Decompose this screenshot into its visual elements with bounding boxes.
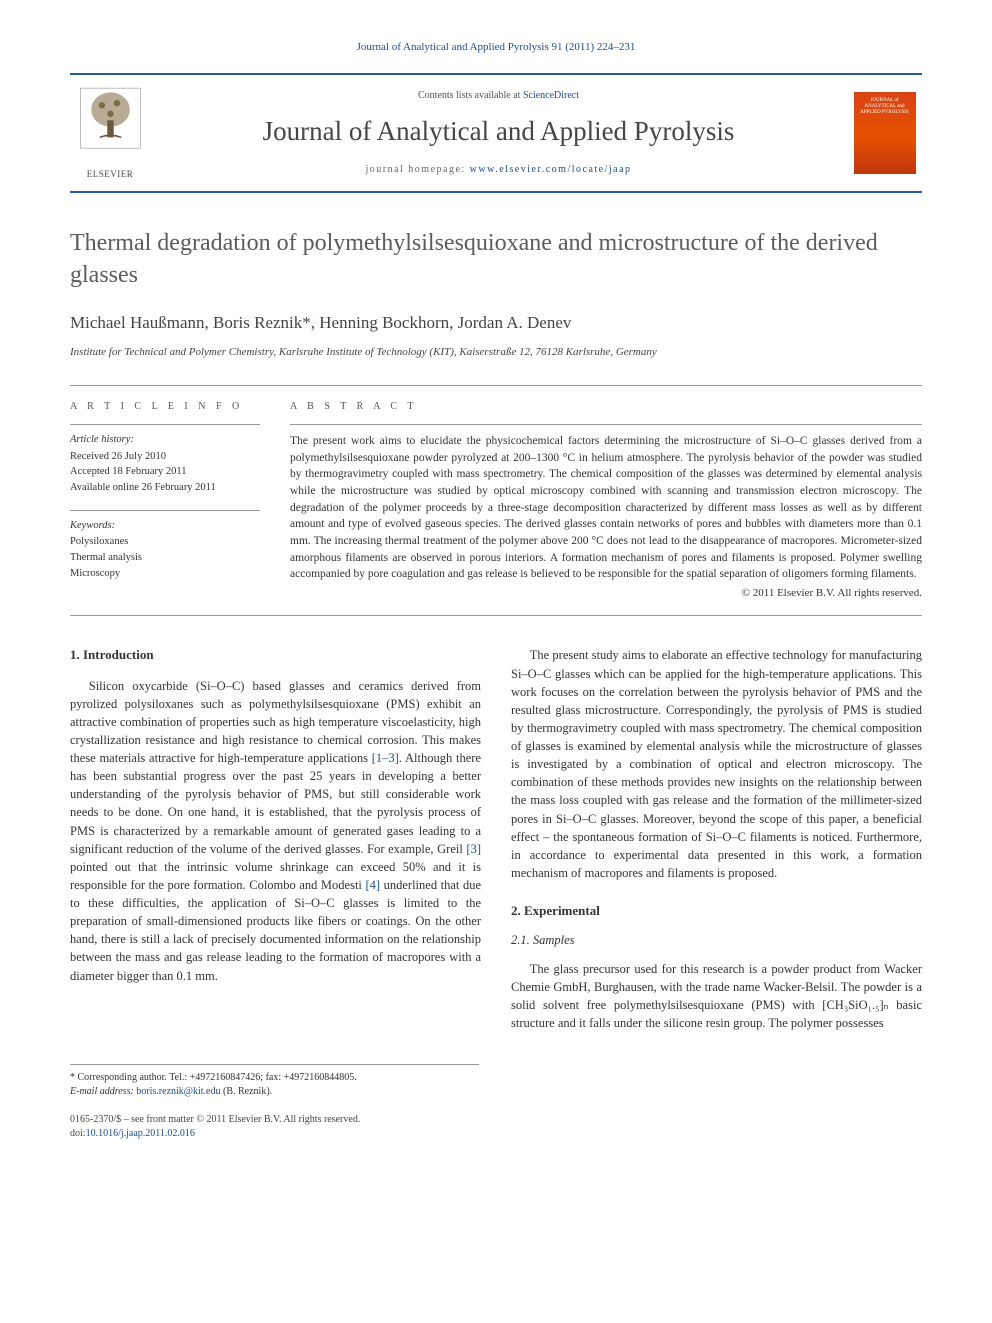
subsection-heading-samples: 2.1. Samples	[511, 932, 922, 950]
corresponding-author-footnote: * Corresponding author. Tel.: +497216084…	[70, 1064, 479, 1099]
keyword-item: Microscopy	[70, 567, 260, 582]
history-heading: Article history:	[70, 433, 260, 448]
article-history-block: Article history: Received 26 July 2010 A…	[70, 424, 260, 496]
keywords-block: Keywords: Polysiloxanes Thermal analysis…	[70, 510, 260, 582]
abstract-label: A B S T R A C T	[290, 400, 922, 414]
intro-paragraph-1: Silicon oxycarbide (Si–O–C) based glasse…	[70, 677, 481, 985]
homepage-line: journal homepage: www.elsevier.com/locat…	[365, 163, 631, 177]
keyword-item: Polysiloxanes	[70, 535, 260, 550]
intro-paragraph-2: The present study aims to elaborate an e…	[511, 646, 922, 882]
doi-link[interactable]: 10.1016/j.jaap.2011.02.016	[86, 1128, 195, 1139]
email-suffix: (B. Reznik).	[221, 1086, 273, 1097]
footer-block: 0165-2370/$ – see front matter © 2011 El…	[70, 1113, 922, 1141]
keywords-heading: Keywords:	[70, 519, 260, 534]
doi-prefix: doi:	[70, 1128, 86, 1139]
journal-name: Journal of Analytical and Applied Pyroly…	[263, 113, 735, 151]
samples-paragraph-1: The glass precursor used for this resear…	[511, 960, 922, 1033]
citation-link[interactable]: [3]	[466, 842, 481, 856]
body-two-column: 1. Introduction Silicon oxycarbide (Si–O…	[70, 646, 922, 1034]
online-line: Available online 26 February 2011	[70, 481, 260, 496]
article-info-label: A R T I C L E I N F O	[70, 400, 260, 414]
journal-reference: Journal of Analytical and Applied Pyroly…	[70, 40, 922, 55]
citation-link[interactable]: [4]	[365, 878, 380, 892]
abstract-text: The present work aims to elucidate the p…	[290, 424, 922, 583]
abstract-copyright: © 2011 Elsevier B.V. All rights reserved…	[290, 586, 922, 601]
authors-line: Michael Haußmann, Boris Reznik*, Henning…	[70, 311, 922, 335]
article-title: Thermal degradation of polymethylsilsesq…	[70, 228, 922, 290]
left-column: 1. Introduction Silicon oxycarbide (Si–O…	[70, 646, 481, 1034]
elsevier-logo: ELSEVIER	[70, 75, 150, 191]
accepted-line: Accepted 18 February 2011	[70, 465, 260, 480]
journal-cover-thumbnail: JOURNAL of ANALYTICAL and APPLIED PYROLY…	[847, 75, 922, 191]
elsevier-tree-icon	[78, 86, 143, 161]
cover-image: JOURNAL of ANALYTICAL and APPLIED PYROLY…	[854, 92, 916, 174]
front-matter-line: 0165-2370/$ – see front matter © 2011 El…	[70, 1113, 922, 1127]
doi-line: doi:10.1016/j.jaap.2011.02.016	[70, 1127, 922, 1141]
journal-header: ELSEVIER Contents lists available at Sci…	[70, 73, 922, 193]
section-heading-intro: 1. Introduction	[70, 646, 481, 664]
email-line: E-mail address: boris.reznik@kit.edu (B.…	[70, 1085, 479, 1099]
affiliation: Institute for Technical and Polymer Chem…	[70, 345, 922, 360]
article-info-column: A R T I C L E I N F O Article history: R…	[70, 400, 260, 601]
right-column: The present study aims to elaborate an e…	[511, 646, 922, 1034]
email-label: E-mail address:	[70, 1086, 136, 1097]
text-run: underlined that due to these difficultie…	[70, 878, 481, 983]
info-abstract-row: A R T I C L E I N F O Article history: R…	[70, 400, 922, 601]
keyword-item: Thermal analysis	[70, 551, 260, 566]
homepage-link[interactable]: www.elsevier.com/locate/jaap	[470, 164, 632, 175]
contents-available-line: Contents lists available at ScienceDirec…	[418, 89, 579, 103]
divider	[70, 615, 922, 616]
text-run: . Although there has been substantial pr…	[70, 751, 481, 856]
received-line: Received 26 July 2010	[70, 450, 260, 465]
abstract-column: A B S T R A C T The present work aims to…	[290, 400, 922, 601]
elsevier-label: ELSEVIER	[78, 168, 143, 181]
divider	[70, 385, 922, 386]
citation-link[interactable]: [1–3]	[372, 751, 399, 765]
email-link[interactable]: boris.reznik@kit.edu	[136, 1086, 220, 1097]
homepage-prefix: journal homepage:	[365, 164, 469, 175]
cover-text: JOURNAL of ANALYTICAL and APPLIED PYROLY…	[857, 98, 913, 116]
corr-author-line: * Corresponding author. Tel.: +497216084…	[70, 1071, 479, 1085]
header-center: Contents lists available at ScienceDirec…	[150, 75, 847, 191]
contents-prefix: Contents lists available at	[418, 90, 523, 101]
sciencedirect-link[interactable]: ScienceDirect	[523, 90, 579, 101]
section-heading-experimental: 2. Experimental	[511, 902, 922, 920]
